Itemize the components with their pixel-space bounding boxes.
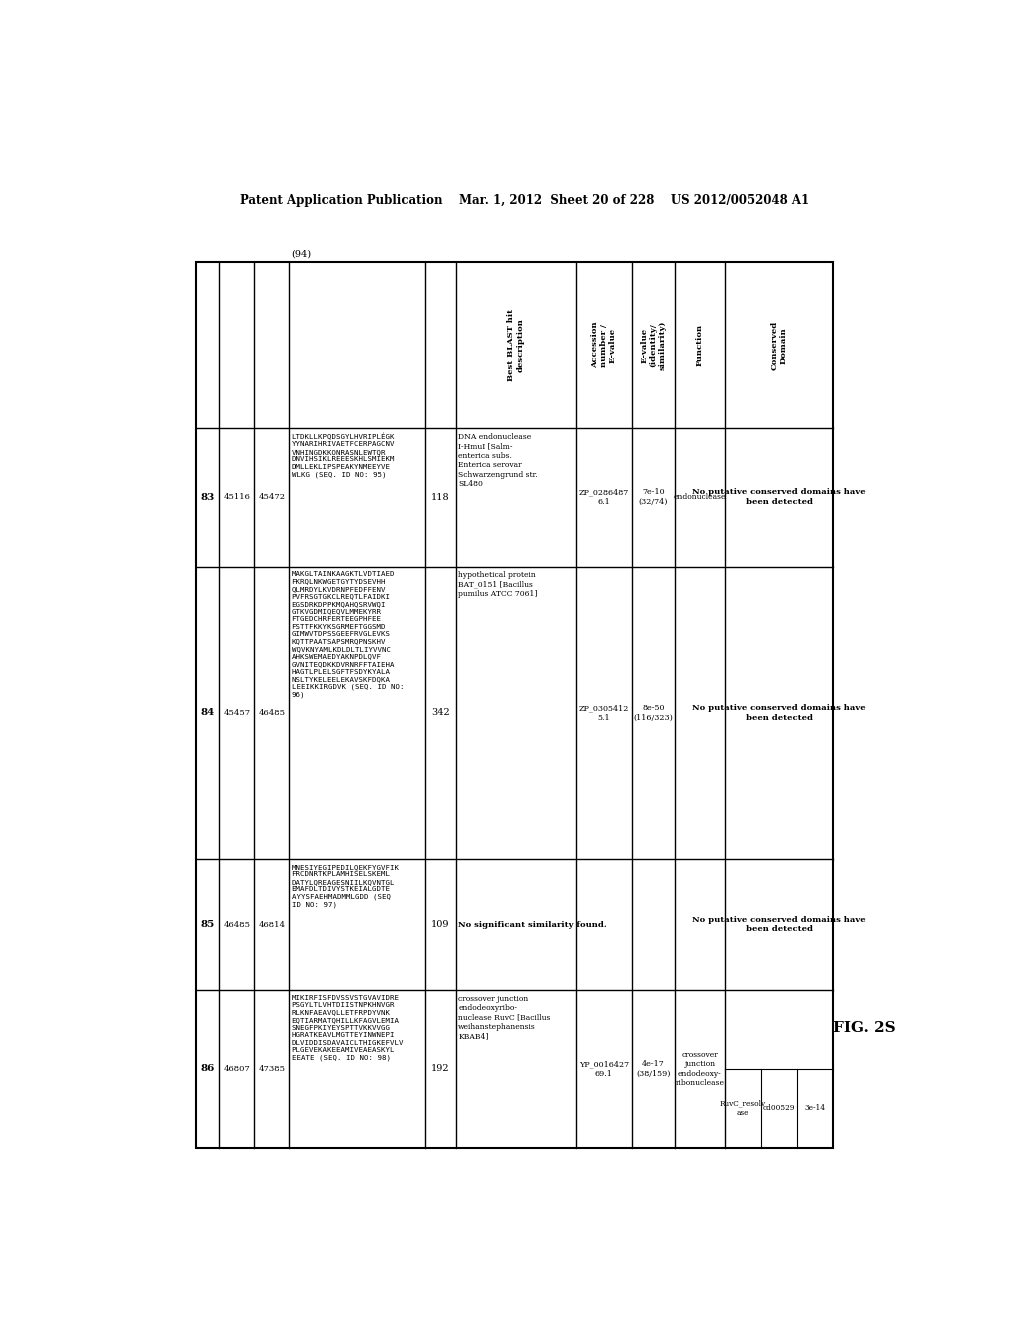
Text: 192: 192 xyxy=(431,1064,450,1073)
Text: E-value
(identity/
similarity): E-value (identity/ similarity) xyxy=(640,321,667,370)
Text: 85: 85 xyxy=(201,920,215,929)
Text: 45457: 45457 xyxy=(223,709,251,717)
Text: ZP_0286487
6.1: ZP_0286487 6.1 xyxy=(579,488,629,506)
Text: 7e-10
(32/74): 7e-10 (32/74) xyxy=(639,488,669,506)
Text: 46485: 46485 xyxy=(258,709,286,717)
Text: crossover
junction
endodeoxy-
ribonuclease: crossover junction endodeoxy- ribonuclea… xyxy=(676,1051,724,1088)
Text: MAKGLTAINKAAGKTLVDTIAED
FKRQLNKWGETGYTYDSEVHH
QLMRDYLKVDRNPFEDFFENV
PVFRSGTGKCLR: MAKGLTAINKAAGKTLVDTIAED FKRQLNKWGETGYTYD… xyxy=(292,572,404,698)
Text: 84: 84 xyxy=(201,709,215,717)
Text: No putative conserved domains have
been detected: No putative conserved domains have been … xyxy=(692,488,866,506)
Text: MNESIYEGIPEDILQEKFYGVFIK
FRCDNRTKPLAMHISELSKEML
DATYLQREAGESNIILKQVNTGL
EMAFDLTD: MNESIYEGIPEDILQEKFYGVFIK FRCDNRTKPLAMHIS… xyxy=(292,863,399,908)
Text: 45472: 45472 xyxy=(258,494,286,502)
Text: MIKIRFISFDVSSVSTGVAVIDRE
PSGYLTLVHTDIISTNPKHNVGR
RLKNFAEAVQLLETFRPDYVNK
EQTIARMA: MIKIRFISFDVSSVSTGVAVIDRE PSGYLTLVHTDIIST… xyxy=(292,995,404,1061)
Text: 45116: 45116 xyxy=(223,494,250,502)
Text: No putative conserved domains have
been detected: No putative conserved domains have been … xyxy=(692,704,866,722)
Bar xyxy=(197,263,834,1148)
Text: No putative conserved domains have
been detected: No putative conserved domains have been … xyxy=(692,916,866,933)
Text: 46807: 46807 xyxy=(223,1065,250,1073)
Text: 3e-14: 3e-14 xyxy=(805,1105,825,1113)
Text: 83: 83 xyxy=(201,492,215,502)
Text: hypothetical protein
BAT_0151 [Bacillus
pumilus ATCC 7061]: hypothetical protein BAT_0151 [Bacillus … xyxy=(458,572,538,598)
Text: 86: 86 xyxy=(201,1064,215,1073)
Text: No significant similarity found.: No significant similarity found. xyxy=(458,920,607,928)
Text: LTDKLLKPQDSGYLHVRIPLÉGK
YYNARIHRIVAETFCERPAGCNV
VNHINGDKKONRASNLEWTQR
DNVIHSIKLR: LTDKLLKPQDSGYLHVRIPLÉGK YYNARIHRIVAETFCE… xyxy=(292,433,395,478)
Text: FIG. 2S: FIG. 2S xyxy=(833,1022,896,1035)
Text: crossover junction
endodeoxyribo-
nuclease RuvC [Bacillus
weihanstephanensis
KBA: crossover junction endodeoxyribo- nuclea… xyxy=(458,995,551,1040)
Text: Best BLAST hit
description: Best BLAST hit description xyxy=(507,309,524,381)
Text: 342: 342 xyxy=(431,709,450,717)
Text: Patent Application Publication    Mar. 1, 2012  Sheet 20 of 228    US 2012/00520: Patent Application Publication Mar. 1, 2… xyxy=(241,194,809,207)
Text: 109: 109 xyxy=(431,920,450,929)
Text: DNA endonuclease
I-HmuI [Salm-
enterica subs.
Enterica serovar
Schwarzengrund st: DNA endonuclease I-HmuI [Salm- enterica … xyxy=(458,433,538,488)
Text: endonuclease: endonuclease xyxy=(674,494,726,502)
Text: ZP_0305412
5.1: ZP_0305412 5.1 xyxy=(579,704,629,722)
Text: (94): (94) xyxy=(292,249,311,259)
Text: Accession
number /
E-value: Accession number / E-value xyxy=(591,322,617,368)
Text: RuvC_resolv
ase: RuvC_resolv ase xyxy=(720,1100,766,1117)
Text: Conserved
Domain: Conserved Domain xyxy=(770,321,787,370)
Text: 118: 118 xyxy=(431,492,450,502)
Text: Function: Function xyxy=(696,325,703,366)
Text: 46485: 46485 xyxy=(223,920,251,928)
Text: 47385: 47385 xyxy=(258,1065,286,1073)
Text: 8e-50
(116/323): 8e-50 (116/323) xyxy=(634,704,674,722)
Text: cd00529: cd00529 xyxy=(763,1105,796,1113)
Text: 46814: 46814 xyxy=(258,920,286,928)
Text: 4e-17
(38/159): 4e-17 (38/159) xyxy=(636,1060,671,1077)
Text: YP_0016427
69.1: YP_0016427 69.1 xyxy=(579,1060,629,1077)
